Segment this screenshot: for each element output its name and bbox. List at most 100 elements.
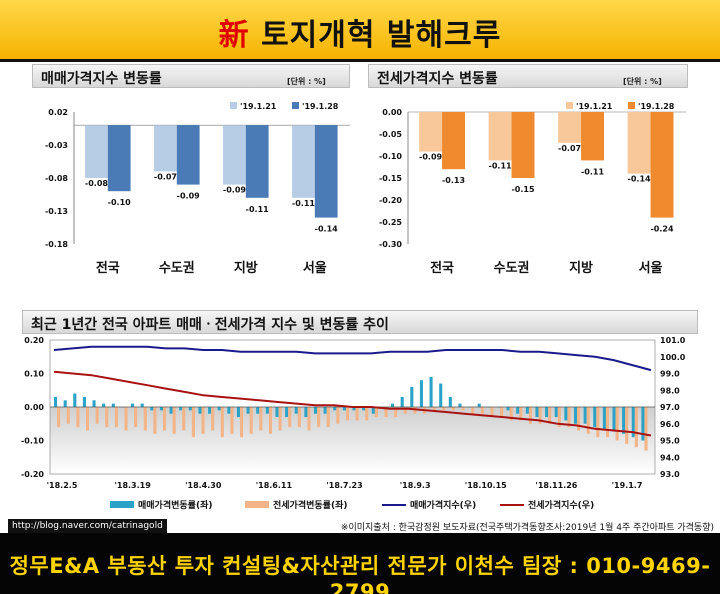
jeonse-change-bar [230,407,234,434]
sale-ytick-label: 0.02 [48,108,68,117]
sale-change-bar [265,407,269,414]
jeonse-ytick-label: -0.15 [379,174,402,183]
sale-change-bar [63,400,67,407]
sale-change-bar [169,407,173,414]
jeonse-change-bar [365,407,369,421]
sale-change-bar [54,396,58,407]
jeonse-legend-label: '19.1.28 [638,102,675,111]
sale-change-bar [602,407,606,431]
sale-value-label: -0.09 [223,186,246,195]
jeonse-ytick-label: 0.00 [382,108,402,117]
jeonse-change-bar [548,407,552,424]
jeonse-change-bar [249,407,253,434]
jeonse-change-bar [538,407,542,424]
sale-change-bar [304,407,308,418]
sale-change-bar [208,407,212,414]
jeonse-change-bar [307,407,311,431]
trend-left-tick-label: 0.20 [24,336,44,345]
jeonse-value-label: -0.14 [628,175,651,184]
trend-right-tick-label: 100.0 [660,353,686,362]
sale-change-bar [419,380,423,407]
trend-x-tick-label: '18.3.19 [114,481,151,490]
blog-url: http://blog.naver.com/catrinagold [8,519,167,533]
sale-bar [85,125,108,178]
sale-change-bar [102,403,106,407]
sale-change-bar [622,407,626,434]
sale-change-bar [159,407,164,411]
jeonse-change-bar [278,407,282,431]
trend-right-tick-label: 101.0 [660,336,686,345]
jeonse-change-bar [326,407,330,428]
jeonse-change-bar [528,407,532,424]
sale-bar [154,125,177,172]
sale-bar [314,125,338,218]
sale-bar [223,125,246,185]
sale-change-bar [323,407,327,414]
sale-change-bar [188,407,192,411]
bottom-banner: 정무E&A 부동산 투자 컨설팅&자산관리 전문가 이천수 팀장 : 010-9… [0,533,720,594]
sale-ytick-label: -0.13 [45,207,68,216]
sale-change-bar [631,407,635,438]
sale-ytick-label: -0.08 [45,174,68,183]
jeonse-change-bar [182,407,186,431]
sale-change-bar [573,407,578,424]
trend-right-tick-label: 99.0 [660,370,680,379]
sale-change-bar [140,403,144,407]
sale-change-bar [342,407,346,411]
jeonse-change-bar [403,407,407,414]
sale-bar [176,125,200,185]
trend-left-tick-label: 0.00 [24,403,44,412]
sale-change-bar [391,403,395,407]
jeonse-value-label: -0.24 [650,225,673,234]
sale-change-bar [313,407,318,414]
jeonse-value-label: -0.09 [419,153,442,162]
sale-category-label: 수도권 [159,261,195,276]
jeonse-change-bar [172,407,176,434]
left-chart-title: 매매가격지수 변동률 [32,64,350,88]
jeonse-bar [511,112,535,178]
jeonse-change-bar [577,407,581,431]
trend-x-tick-label: '18.2.5 [47,481,78,490]
trend-legend-label: 매매가격변동률(좌) [138,499,212,511]
jeonse-legend-swatch [628,102,635,109]
sale-change-bar [294,407,298,414]
jeonse-category-label: 전국 [430,260,454,276]
jeonse-change-bar [490,407,494,418]
trend-chart-title: 최근 1년간 전국 아파트 매매ㆍ전세가격 지수 및 변동률 추이 [22,310,698,334]
jeonse-category-label: 서울 [639,260,663,276]
jeonse-change-bar [95,407,99,424]
sale-change-bar [371,407,375,414]
jeonse-bar [581,112,604,161]
jeonse-change-bar [586,407,590,434]
jeonse-ytick-label: -0.30 [379,240,402,249]
jeonse-change-bar [471,407,475,414]
jeonse-change-bar [191,407,195,438]
jeonse-change-bar [76,407,80,428]
sale-value-label: -0.08 [85,179,108,188]
trend-x-tick-label: '18.6.11 [256,481,293,490]
sale-change-bar [612,407,616,431]
trend-right-tick-label: 93.0 [660,470,680,479]
jeonse-value-label: -0.07 [558,144,581,153]
sale-change-bar [641,407,645,441]
jeonse-legend-label: '19.1.21 [576,102,613,111]
sale-change-bar [362,407,366,411]
jeonse-change-bar [268,407,273,434]
jeonse-change-bar [461,407,465,411]
trend-legend-label: 매매가격지수(우) [410,499,476,511]
jeonse-change-bar [153,407,157,434]
sale-value-label: -0.09 [177,192,200,201]
sale-change-bar [82,396,86,407]
sale-change-bar [506,407,510,411]
trend-right-tick-label: 96.0 [660,420,680,429]
jeonse-change-bar [442,407,446,411]
sale-change-bar [583,407,587,424]
sale-change-bar [131,403,135,407]
trend-legend-swatch [245,501,269,508]
jeonse-change-bar [114,407,118,428]
sale-bar [245,125,269,198]
sale-change-bar [516,407,520,414]
trend-left-tick-label: -0.20 [21,470,44,479]
sale-legend-label: '19.1.28 [302,102,339,111]
trend-left-tick-label: -0.10 [21,437,44,446]
